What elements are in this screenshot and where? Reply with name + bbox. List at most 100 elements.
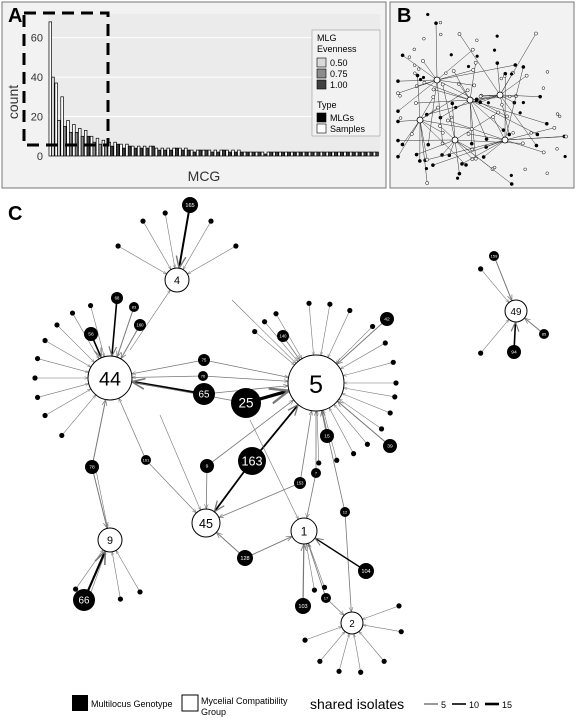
- mini-node: [509, 173, 513, 178]
- mlg-node-small: [117, 596, 124, 602]
- network-edge: [95, 469, 108, 528]
- mlg-node-label: 163: [241, 454, 262, 468]
- mcg-node-label: 9: [107, 535, 113, 547]
- bar-mlgs: [269, 151, 273, 157]
- mini-node: [426, 12, 430, 17]
- mini-node: [413, 71, 417, 75]
- mlg-node-label: 161: [143, 457, 150, 462]
- legend-swatch: [316, 79, 327, 90]
- mini-edge: [433, 89, 471, 101]
- mini-node: [563, 154, 567, 159]
- network-edge: [303, 544, 304, 607]
- mini-node: [484, 137, 489, 141]
- mini-node: [501, 128, 506, 132]
- network-edge: [90, 305, 105, 357]
- mini-hub: [496, 91, 504, 99]
- mlg-node-small: [378, 426, 385, 432]
- bar-samples: [319, 151, 324, 157]
- mlg-node-label: 83: [132, 304, 137, 309]
- bar-samples: [243, 151, 247, 157]
- bar-samples: [249, 151, 253, 157]
- mini-node: [455, 176, 460, 180]
- mlg-node-small: [87, 302, 94, 309]
- mlg-node-label: 85: [542, 331, 547, 336]
- network-edge: [337, 401, 391, 447]
- bar-mlgs: [151, 145, 155, 157]
- mini-edge: [461, 139, 506, 165]
- mini-node: [440, 82, 445, 87]
- mini-node: [400, 53, 405, 58]
- network-edge: [338, 634, 349, 672]
- mlg-node-small: [69, 310, 76, 316]
- network-edge: [56, 324, 94, 362]
- mlg-node-small: [115, 243, 121, 249]
- mlg-node-small: [34, 355, 41, 362]
- mini-node: [520, 141, 525, 146]
- mlg-node: [84, 327, 98, 341]
- mlg-node-small: [54, 322, 60, 328]
- mlg-node-small: [478, 350, 484, 356]
- bar-samples: [125, 143, 129, 157]
- bar-samples: [148, 145, 153, 157]
- legend-evenness-title-line2: Evenness: [317, 44, 357, 54]
- mlg-node: [193, 383, 215, 405]
- mlg-node-small: [302, 637, 308, 643]
- mini-node: [426, 142, 431, 147]
- mini-node: [396, 138, 400, 143]
- mini-node: [449, 53, 453, 57]
- mlg-node: [237, 550, 253, 566]
- mlg-node-small: [42, 412, 48, 419]
- bar-mlgs: [322, 151, 326, 157]
- panel-a-label: A: [8, 5, 22, 27]
- mini-node: [449, 115, 454, 120]
- bar-mlgs: [304, 151, 309, 157]
- network-edge: [118, 398, 147, 461]
- mcg-node-label: 49: [511, 307, 522, 318]
- mini-edge: [436, 79, 475, 86]
- network-edge: [37, 358, 89, 373]
- mini-node: [557, 114, 562, 118]
- mini-node: [438, 124, 442, 128]
- y-tick-label: 60: [31, 33, 43, 45]
- bar-samples: [272, 151, 276, 157]
- mini-edge: [419, 90, 468, 121]
- mini-edge: [419, 107, 439, 121]
- network-edge: [132, 376, 204, 378]
- mlg-node-label: 68: [115, 295, 120, 300]
- network-legend: Multilocus Genotype Mycelial Compatibili…: [72, 694, 512, 717]
- mini-node: [417, 67, 421, 71]
- mlg-node: [182, 197, 198, 213]
- y-tick-label: 40: [31, 72, 43, 84]
- bar-samples: [60, 96, 64, 157]
- legend-mlg-swatch: [72, 695, 88, 711]
- bar-mlgs: [310, 151, 314, 157]
- mini-hub: [451, 136, 459, 144]
- mini-edge: [397, 79, 438, 82]
- mini-node: [496, 110, 501, 115]
- mini-node: [475, 38, 479, 42]
- mcg-node-label: 45: [199, 517, 213, 531]
- network-edge: [336, 326, 373, 363]
- mlg-node: [111, 292, 123, 304]
- legend-swatch: [316, 68, 327, 79]
- mlg-node-small: [273, 311, 279, 317]
- mlg-node-small: [381, 658, 387, 664]
- legend-shared-title: shared isolates: [310, 696, 404, 712]
- mcg-node: [87, 355, 133, 401]
- bar-samples: [207, 149, 212, 157]
- network-edge: [132, 382, 247, 404]
- bar-samples: [254, 151, 259, 157]
- mini-node: [398, 116, 403, 120]
- mini-node: [495, 61, 500, 65]
- bar-samples: [313, 151, 318, 157]
- mlg-node: [320, 429, 334, 443]
- mini-node: [414, 152, 419, 157]
- bar-mlgs: [163, 149, 167, 157]
- mcg-node: [287, 354, 345, 412]
- network-edge: [342, 393, 391, 414]
- mlg-node-label: 56: [88, 332, 94, 338]
- mlg-node-label: 9: [206, 464, 209, 470]
- network-edge: [321, 304, 331, 355]
- bar-samples: [349, 151, 353, 157]
- bar-mlgs: [80, 135, 85, 157]
